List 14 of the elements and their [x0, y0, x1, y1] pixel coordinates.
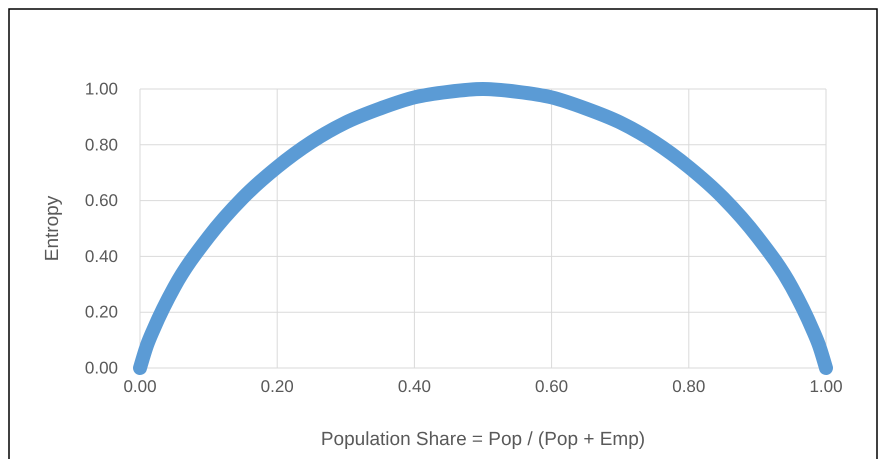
- x-axis-title: Population Share = Pop / (Pop + Emp): [320, 429, 646, 450]
- x-tick-label: 1.00: [809, 377, 843, 396]
- y-axis-title: Entropy: [42, 195, 63, 262]
- x-tick-label: 0.00: [123, 377, 157, 396]
- y-tick-label: 0.00: [84, 358, 118, 378]
- x-tick-label: 0.80: [672, 377, 706, 396]
- x-tick-label: 0.40: [398, 377, 431, 396]
- y-tick-label: 0.20: [84, 302, 118, 322]
- y-tick-label: 0.80: [84, 135, 118, 154]
- x-tick-label: 0.60: [535, 377, 568, 396]
- y-tick-label: 0.40: [84, 246, 118, 266]
- x-tick-label: 0.20: [260, 377, 294, 396]
- y-tick-label: 1.00: [84, 79, 118, 98]
- y-tick-label: 0.60: [84, 191, 118, 210]
